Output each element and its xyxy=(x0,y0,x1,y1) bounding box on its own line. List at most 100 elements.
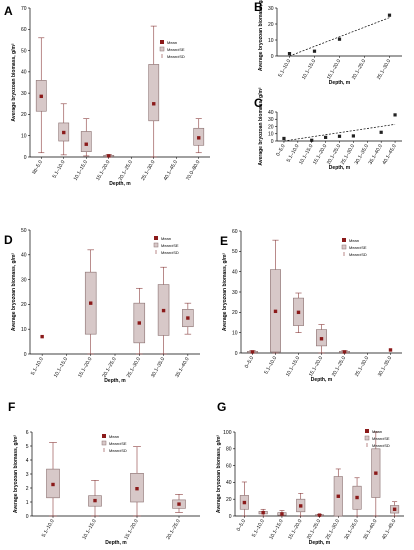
y-tick-label: 0 xyxy=(271,139,274,145)
x-tick-label: 5.1–10.0 xyxy=(41,518,56,538)
mean-marker xyxy=(393,508,396,511)
y-tick-label: 40 xyxy=(226,480,232,486)
legend-se-label: Mean±SE xyxy=(167,47,185,52)
mean-marker xyxy=(299,504,302,507)
panel-label: F xyxy=(8,400,15,414)
data-point xyxy=(352,134,355,137)
box-6 xyxy=(389,348,392,351)
y-tick-label: 10 xyxy=(21,327,27,333)
y-tick-label: 60 xyxy=(232,229,238,235)
box-6 xyxy=(353,478,361,516)
y-tick-label: 2 xyxy=(26,486,29,492)
y-tick-label: 40 xyxy=(268,110,274,116)
y-tick-label: 30 xyxy=(268,6,274,12)
x-tick-label: 35.1–40.0 xyxy=(174,356,190,378)
mean-marker xyxy=(374,471,377,474)
legend-mean-marker xyxy=(160,40,164,44)
box-0 xyxy=(47,443,60,517)
y-axis-title: Average bryozoan biomass, g/m² xyxy=(216,435,222,514)
box-2 xyxy=(278,511,286,516)
x-tick-label: 10.1–15.0 xyxy=(73,159,89,181)
box-4 xyxy=(134,288,145,354)
box-0 xyxy=(36,38,46,153)
y-tick-label: 10 xyxy=(21,134,27,140)
se-box xyxy=(149,64,159,120)
box-2 xyxy=(85,250,96,354)
y-tick-label: 0 xyxy=(26,514,29,520)
panel-F: F0123456Average bryozoan biomass, g/m²5.… xyxy=(8,400,200,546)
y-axis-title: Average bryozoan biomass, g/m² xyxy=(13,435,19,514)
data-point xyxy=(393,113,396,116)
legend-sd-label: Mean±SD xyxy=(372,443,390,448)
y-tick-label: 30 xyxy=(21,277,27,283)
box-1 xyxy=(59,104,69,155)
x-tick-label: 0–5.0 xyxy=(275,143,287,157)
data-point xyxy=(380,131,383,134)
x-axis-title: Depth, m xyxy=(329,165,351,171)
mean-marker xyxy=(162,309,165,312)
legend-mean-label: Mean xyxy=(372,429,382,434)
legend-se-marker xyxy=(160,47,164,51)
legend-mean-label: Mean xyxy=(167,40,177,45)
mean-marker xyxy=(355,496,358,499)
y-tick-label: 5 xyxy=(26,444,29,450)
mean-marker xyxy=(297,311,300,314)
y-axis-title: Average bryozoan biomass, g/m² xyxy=(222,253,228,332)
y-tick-label: 1 xyxy=(26,500,29,506)
x-tick-label: 25.1–30.0 xyxy=(140,159,156,181)
box-6 xyxy=(182,303,193,334)
y-axis-title: Average bryozoan biomass, g/m² xyxy=(258,0,264,71)
x-tick-label: 30.1–35.0 xyxy=(377,355,393,377)
legend-mean-label: Mean xyxy=(349,238,359,243)
legend-se-label: Mean±SE xyxy=(372,436,390,441)
box-1 xyxy=(270,240,280,353)
box-0 xyxy=(240,482,248,516)
mean-marker xyxy=(85,143,88,146)
mean-marker xyxy=(93,499,96,502)
legend-se-label: Mean±SE xyxy=(161,243,179,248)
box-3 xyxy=(173,494,186,512)
x-tick-label: 0–5.0 xyxy=(236,518,248,532)
data-point xyxy=(338,135,341,138)
x-tick-label: 15.1–20.0 xyxy=(326,58,342,80)
legend-mean-marker xyxy=(342,238,346,242)
x-tick-label: 20.1–25.0 xyxy=(165,518,181,540)
legend-mean-marker xyxy=(154,236,158,240)
legend: Mean Mean±SE Mean±SD xyxy=(342,238,367,257)
y-tick-label: 6 xyxy=(26,430,29,436)
trend-line xyxy=(290,18,390,56)
x-tick-label: 10.1–15.0 xyxy=(268,518,284,540)
legend: Mean Mean±SE Mean±SD xyxy=(365,429,390,448)
y-tick-label: 0 xyxy=(229,514,232,520)
mean-marker xyxy=(280,512,283,515)
data-point xyxy=(313,50,316,53)
legend-se-marker xyxy=(365,436,369,440)
box-3 xyxy=(296,493,304,516)
legend-sd-label: Mean±SD xyxy=(161,250,179,255)
y-tick-label: 4 xyxy=(26,458,29,464)
panel-D: D01020304050Average bryozoan biomass, g/… xyxy=(4,228,200,384)
box-1 xyxy=(89,480,102,516)
x-tick-label: 10.1–15.0 xyxy=(53,356,69,378)
y-tick-label: 30 xyxy=(21,91,27,97)
x-tick-label: 20.1–25.0 xyxy=(351,58,367,80)
mean-marker xyxy=(62,131,65,134)
box-1 xyxy=(259,509,267,516)
mean-marker xyxy=(135,487,138,490)
x-tick-label: 30.1–35.0 xyxy=(343,518,359,540)
x-axis-title: Depth, m xyxy=(109,181,131,187)
y-axis-title: Average bryozoan biomass, g/m² xyxy=(11,43,17,122)
mean-marker xyxy=(337,495,340,498)
x-tick-label: 15.1–20.0 xyxy=(308,355,324,377)
mean-marker xyxy=(320,337,323,340)
y-tick-label: 20 xyxy=(232,310,238,316)
y-tick-label: 20 xyxy=(268,124,274,130)
y-tick-label: 30 xyxy=(232,290,238,296)
panel-label: G xyxy=(217,400,226,414)
y-axis-title: Average bryozoan biomass, g/m² xyxy=(258,87,264,166)
x-axis-title: Depth, m xyxy=(105,540,127,546)
mean-marker xyxy=(40,95,43,98)
box-8 xyxy=(390,502,398,516)
